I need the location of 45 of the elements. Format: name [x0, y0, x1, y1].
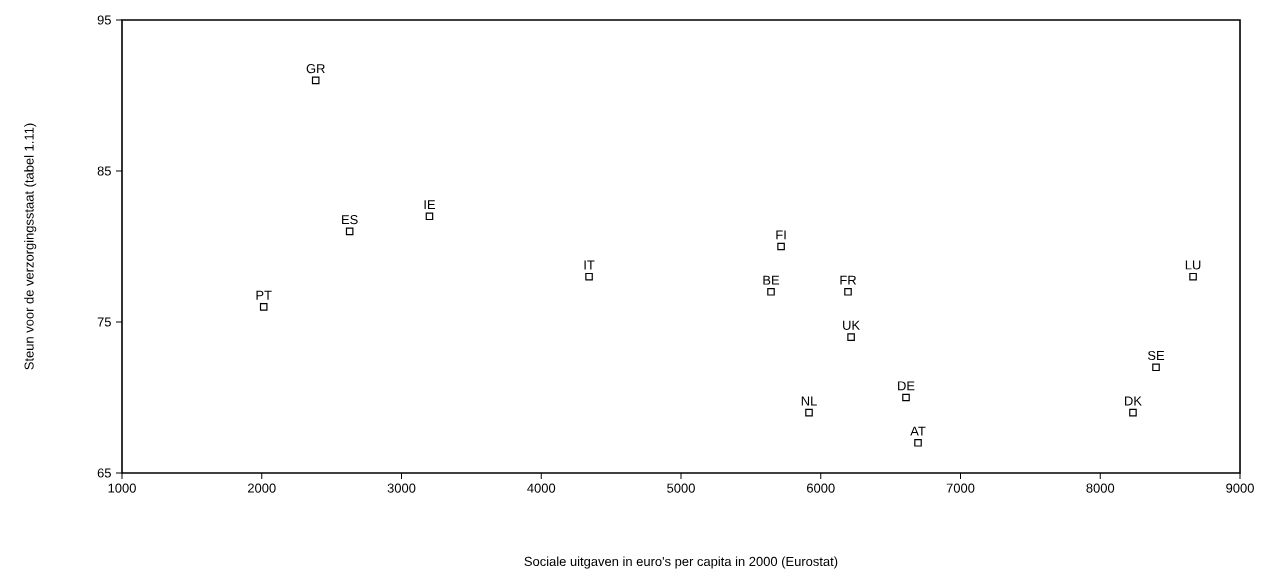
annotation: IT	[584, 260, 595, 270]
y-tick-label: 65	[97, 468, 111, 478]
point	[902, 393, 910, 402]
annotation: NL	[801, 396, 817, 406]
point	[1152, 363, 1160, 372]
x-tick-label: 4000	[527, 483, 556, 493]
x-tick-label: 8000	[1086, 483, 1115, 493]
point	[1189, 272, 1197, 281]
x-tick-label: 5000	[667, 483, 695, 493]
annotation: IE	[424, 200, 436, 210]
x-tick-label: 2000	[248, 483, 276, 493]
point	[425, 212, 434, 221]
annotation: FI	[776, 230, 786, 240]
point	[311, 76, 320, 85]
point	[914, 439, 922, 447]
y-tick-label: 85	[97, 166, 111, 176]
x-axis-title: Sociale uitgaven in euro's per capita in 2000 (Eurostat)	[524, 556, 838, 569]
annotation: ES	[342, 215, 358, 225]
annotation: AT	[910, 426, 926, 436]
annotation: DE	[898, 381, 915, 391]
point	[767, 288, 775, 296]
point	[1129, 408, 1137, 417]
point	[777, 242, 785, 251]
annotation: DK	[1125, 396, 1142, 406]
x-tick-label: 6000	[807, 483, 835, 493]
y-axis-title: Steun voor de verzorgingsstaat (tabel 1.11)	[24, 123, 37, 370]
annotation: SE	[1147, 350, 1165, 361]
annotation: UK	[843, 320, 860, 330]
annotation: FR	[840, 275, 857, 285]
x-tick-label: 9000	[1226, 483, 1254, 493]
point	[345, 227, 354, 236]
annotation: PT	[256, 290, 272, 300]
x-tick-label: 7000	[946, 483, 975, 493]
x-tick-label: 3000	[387, 483, 416, 493]
point	[844, 288, 852, 296]
annotation: GR	[306, 64, 325, 74]
point	[847, 333, 855, 341]
point	[259, 303, 268, 311]
y-tick-label: 75	[97, 317, 111, 327]
y-tick-label: 95	[97, 15, 111, 25]
annotation: LU	[1185, 260, 1201, 270]
annotation: BE	[763, 275, 780, 285]
point	[585, 272, 593, 281]
point	[805, 408, 813, 417]
x-tick-label: 1000	[108, 483, 136, 493]
